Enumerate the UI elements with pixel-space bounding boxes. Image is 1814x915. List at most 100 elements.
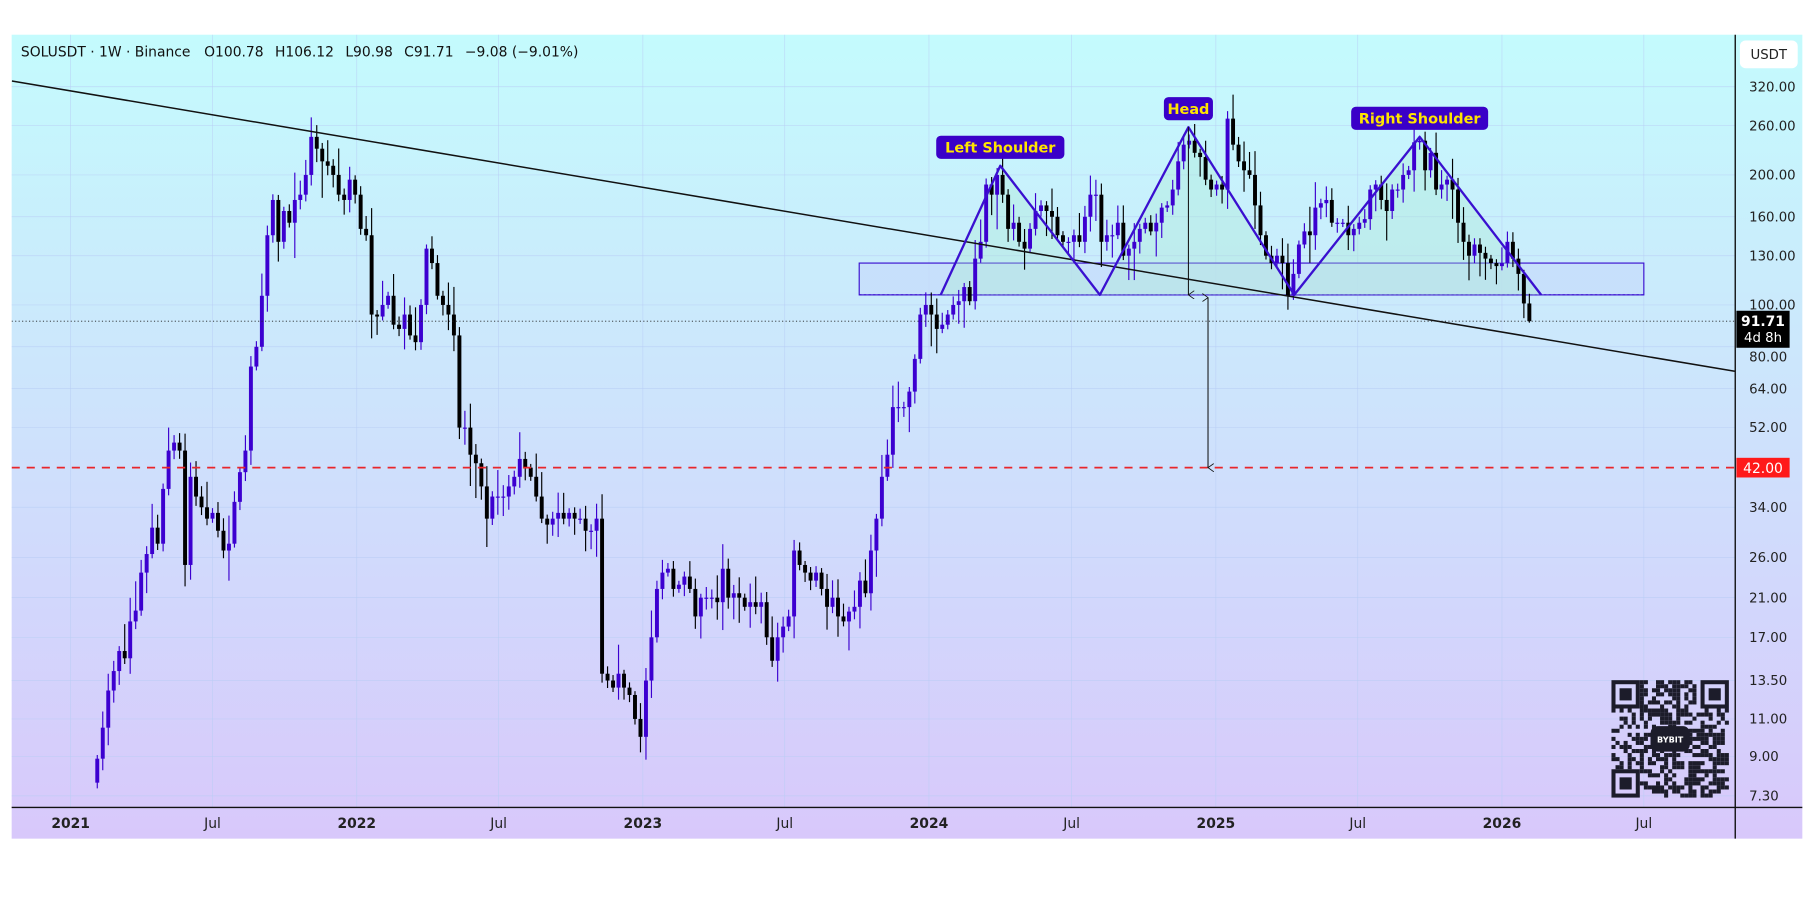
candle xyxy=(1115,205,1120,240)
qr-module xyxy=(1688,712,1693,717)
time-axis[interactable]: 2021 Jul 2022 Jul 2023 Jul 2024 Jul 2025 Jul 2026 J… xyxy=(51,816,1652,832)
qr-module xyxy=(1635,732,1640,737)
candle xyxy=(1198,148,1203,177)
candle xyxy=(353,175,358,204)
price-axis[interactable]: 320.00 260.00 200.00 160.00 130.00 100.00 80.0… xyxy=(1749,80,1796,804)
candle-body xyxy=(622,673,626,688)
qr-module xyxy=(1676,761,1681,766)
qr-module xyxy=(1708,793,1713,798)
candle-body xyxy=(353,179,358,195)
candle-body xyxy=(907,391,912,408)
qr-module xyxy=(1668,700,1673,705)
qr-module xyxy=(1692,744,1697,750)
qr-module xyxy=(1692,684,1697,689)
qr-module xyxy=(1639,781,1644,786)
candle-body xyxy=(1039,205,1043,211)
candle xyxy=(967,281,972,306)
qr-module xyxy=(1696,736,1701,741)
descending-trendline[interactable] xyxy=(11,80,1735,373)
qr-module xyxy=(1704,732,1709,737)
qr-module xyxy=(1716,740,1721,745)
candle xyxy=(490,491,495,526)
candle xyxy=(1110,224,1115,258)
candle xyxy=(1521,269,1526,319)
candle-body xyxy=(1313,207,1318,236)
qr-module xyxy=(1656,753,1661,758)
candle xyxy=(1104,219,1109,251)
qr-module xyxy=(1704,708,1709,713)
qr-module xyxy=(1672,696,1677,701)
qr-module xyxy=(1676,680,1681,685)
price-tick-label: 7.30 xyxy=(1749,789,1779,804)
candle-body xyxy=(391,295,396,325)
candle-body xyxy=(1121,222,1126,256)
candle xyxy=(1329,188,1334,227)
candle-body xyxy=(978,241,983,259)
qr-module xyxy=(1643,781,1648,786)
drawings[interactable] xyxy=(11,80,1736,468)
candle xyxy=(1445,175,1450,201)
candle-body xyxy=(578,518,583,520)
candle-body xyxy=(742,597,747,607)
candle-body xyxy=(435,263,440,296)
qr-module xyxy=(1692,692,1697,697)
candle xyxy=(386,291,391,309)
pattern-label-text: Right Shoulder xyxy=(1359,112,1482,128)
candle-body xyxy=(912,358,917,392)
candle-body xyxy=(836,597,840,617)
candle-body xyxy=(583,518,588,531)
candle-body xyxy=(1061,235,1065,242)
qr-module xyxy=(1627,753,1632,758)
candle-body xyxy=(1077,235,1082,242)
candle xyxy=(369,208,374,339)
chart-background xyxy=(11,34,1803,839)
candle-body xyxy=(857,580,862,607)
candle-body xyxy=(248,366,253,451)
candle xyxy=(1082,205,1087,254)
qr-module xyxy=(1672,773,1677,778)
qr-module xyxy=(1692,753,1697,758)
candle-body xyxy=(150,527,155,555)
candle xyxy=(962,282,967,328)
qr-module xyxy=(1676,712,1681,717)
qr-module xyxy=(1676,716,1681,721)
qr-module xyxy=(1692,761,1697,766)
candle-body xyxy=(506,486,511,497)
qr-module xyxy=(1668,720,1673,725)
time-tick-label: Jul xyxy=(1634,816,1652,832)
candle-body xyxy=(1401,174,1406,190)
candle xyxy=(589,524,594,550)
candle xyxy=(210,508,215,523)
candle-body xyxy=(1017,222,1022,242)
qr-module xyxy=(1712,724,1717,729)
candle-body xyxy=(890,407,895,455)
qr-module xyxy=(1639,740,1644,745)
qr-module xyxy=(1660,704,1665,709)
candle-body xyxy=(237,472,242,502)
candle xyxy=(424,244,429,315)
candle xyxy=(314,125,319,163)
candle xyxy=(1318,198,1323,220)
candle-body xyxy=(1291,273,1296,296)
qr-module xyxy=(1643,785,1648,790)
qr-module xyxy=(1627,765,1632,770)
candle xyxy=(117,646,122,685)
candle xyxy=(940,312,945,334)
pattern-labels: Left Shoulder Head Right Shoulder xyxy=(936,97,1489,159)
candle-body xyxy=(133,610,138,622)
candle xyxy=(331,159,336,188)
currency-button[interactable]: USDT xyxy=(1739,40,1798,69)
qr-module xyxy=(1656,781,1661,786)
candle xyxy=(100,711,105,771)
qr-module xyxy=(1680,785,1685,790)
candle xyxy=(693,578,698,629)
candle-body xyxy=(830,597,835,607)
candle-body xyxy=(1445,179,1450,185)
candle xyxy=(106,673,111,746)
qr-module xyxy=(1724,757,1729,762)
qr-module xyxy=(1619,744,1624,750)
candle xyxy=(303,159,308,202)
candle xyxy=(484,466,489,548)
candle xyxy=(759,592,764,624)
